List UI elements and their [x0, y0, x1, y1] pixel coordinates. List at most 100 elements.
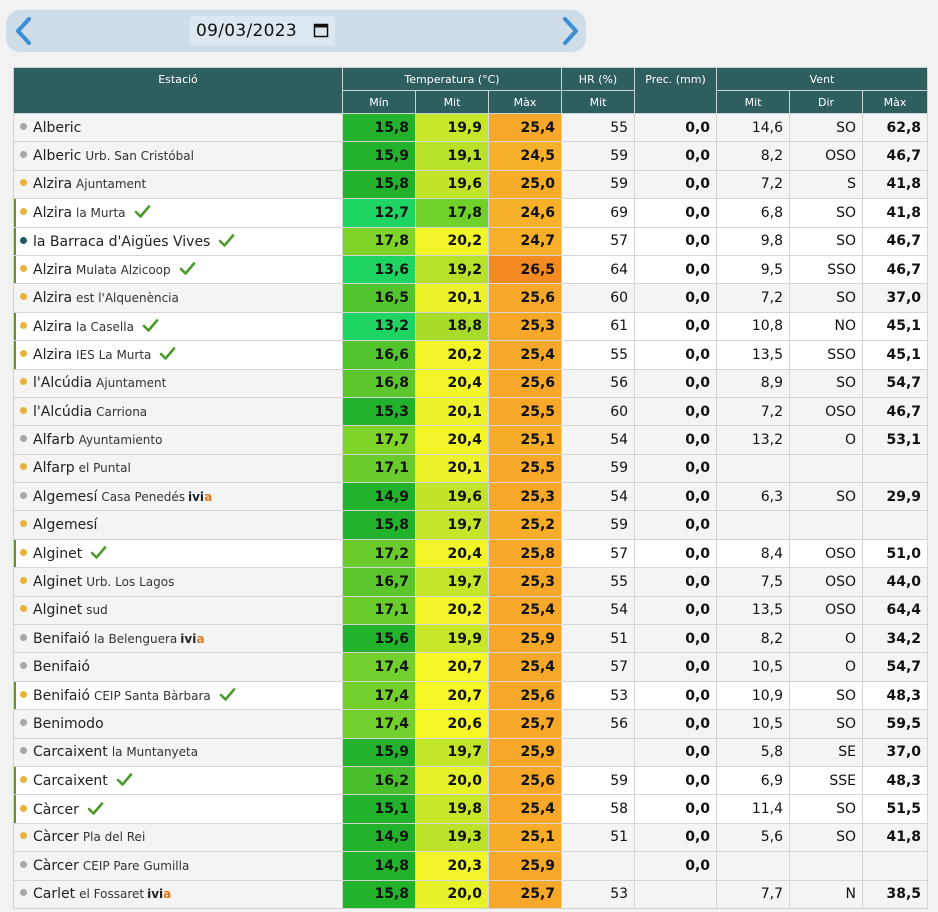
station-name[interactable]: Algemesí — [33, 488, 98, 505]
station-cell[interactable]: Benifaió la Belenguera ivia — [13, 624, 343, 654]
table-row[interactable]: Alzira IES La Murta 16,6 20,2 25,4 55 0,0 13,5 S… — [13, 340, 929, 370]
table-row[interactable]: Alzira est l'Alquenència 16,5 20,1 25,6 60 0,0… — [13, 283, 929, 313]
station-cell[interactable]: Carcaixent — [13, 765, 343, 796]
previous-day-button[interactable] — [8, 14, 38, 48]
station-cell[interactable]: Alfarp el Puntal — [13, 453, 343, 484]
station-name[interactable]: Benifaió — [33, 630, 90, 647]
station-name[interactable]: Benifaió — [33, 688, 90, 704]
table-row[interactable]: Carlet el Fossaret ivia 15,8 20,0 25,7 53 7,7 N 3… — [13, 879, 929, 909]
station-cell[interactable]: Benifaió — [13, 652, 343, 682]
station-name[interactable]: Alfarp — [33, 460, 75, 477]
wind-dir-cell: OSO — [789, 141, 864, 171]
prec-cell: 0,0 — [634, 311, 718, 342]
table-row[interactable]: Alzira Ajuntament 15,8 19,6 25,0 59 0,0 7,2 S 41,… — [13, 169, 929, 200]
station-cell[interactable]: Alzira Ajuntament — [13, 169, 343, 200]
station-cell[interactable]: Alginet Urb. Los Lagos — [13, 567, 343, 597]
calendar-icon[interactable] — [313, 22, 329, 38]
wind-mit-cell: 9,8 — [716, 226, 791, 256]
wind-max-cell: 45,1 — [862, 340, 929, 370]
station-name[interactable]: Alzira — [33, 262, 73, 279]
station-cell[interactable]: Benifaió CEIP Santa Bàrbara — [13, 680, 343, 711]
table-row[interactable]: Benifaió 17,4 20,7 25,4 57 0,0 10,5 O 54,7 — [13, 652, 929, 682]
station-name[interactable]: l'Alcúdia — [33, 375, 93, 392]
station-cell[interactable]: l'Alcúdia Carriona — [13, 396, 343, 427]
station-cell[interactable]: Algemesí Casa Penedés ivia — [13, 482, 343, 512]
station-cell[interactable]: Alginet — [13, 538, 343, 569]
station-name[interactable]: la Barraca d'Aigües Vives — [33, 233, 211, 250]
table-row[interactable]: Alfarp el Puntal 17,1 20,1 25,5 59 0,0 — [13, 453, 929, 484]
station-cell[interactable]: Benimodo — [13, 709, 343, 739]
checkmark-icon — [90, 546, 107, 559]
station-cell[interactable]: Alberic — [13, 112, 343, 143]
station-name[interactable]: Càrcer — [33, 829, 79, 846]
station-name[interactable]: Alfarb — [33, 431, 75, 448]
station-name[interactable]: Càrcer — [33, 857, 79, 874]
table-row[interactable]: Alzira la Murta 12,7 17,8 24,6 69 0,0 6,8 SO 41,8 — [13, 198, 929, 228]
table-row[interactable]: Alfarb Ayuntamiento 17,7 20,4 25,1 54 0,0 13,2 O… — [13, 425, 929, 455]
station-name[interactable]: Alzira — [33, 205, 73, 222]
station-location: CEIP Santa Bàrbara — [93, 689, 211, 703]
table-row[interactable]: la Barraca d'Aigües Vives 17,8 20,2 24,7 57 0… — [13, 226, 929, 256]
table-row[interactable]: Algemesí 15,8 19,7 25,2 59 0,0 — [13, 510, 929, 540]
station-cell[interactable]: Alfarb Ayuntamiento — [13, 425, 343, 455]
table-row[interactable]: Alginet 17,2 20,4 25,8 57 0,0 8,4 OSO 51,0 — [13, 538, 929, 569]
wind-mit-cell: 10,9 — [716, 680, 791, 711]
table-row[interactable]: Benimodo 17,4 20,6 25,7 56 0,0 10,5 SO 59,5 — [13, 709, 929, 739]
station-cell[interactable]: Alzira la Murta — [13, 198, 343, 228]
station-name[interactable]: Benifaió — [33, 659, 90, 676]
station-name[interactable]: Carcaixent — [33, 744, 108, 761]
station-cell[interactable]: Càrcer CEIP Pare Gumilla — [13, 851, 343, 881]
station-name[interactable]: Alzira — [33, 318, 73, 335]
station-name[interactable]: Alberic — [33, 148, 82, 165]
table-row[interactable]: Alginet sud 17,1 20,2 25,4 54 0,0 13,5 OSO 64,4 — [13, 595, 929, 626]
table-row[interactable]: Càrcer CEIP Pare Gumilla 14,8 20,3 25,9 0,0 — [13, 851, 929, 881]
station-name[interactable]: Benimodo — [33, 715, 104, 732]
table-row[interactable]: Càrcer 15,1 19,8 25,4 58 0,0 11,4 SO 51,5 — [13, 794, 929, 824]
table-row[interactable]: l'Alcúdia Ajuntament 16,8 20,4 25,6 56 0,0 8,9 S… — [13, 368, 929, 398]
station-cell[interactable]: Alginet sud — [13, 595, 343, 626]
station-cell[interactable]: l'Alcúdia Ajuntament — [13, 368, 343, 398]
station-cell[interactable]: Alzira la Casella — [13, 311, 343, 342]
station-cell[interactable]: Algemesí — [13, 510, 343, 540]
station-name[interactable]: Carcaixent — [33, 773, 108, 790]
table-row[interactable]: Benifaió la Belenguera ivia 15,6 19,9 25,9 51 0… — [13, 624, 929, 654]
station-name[interactable]: Alginet — [33, 546, 83, 563]
hr-mit-cell: 56 — [561, 709, 636, 739]
table-row[interactable]: Benifaió CEIP Santa Bàrbara 17,4 20,7 25,6 53… — [13, 680, 929, 711]
next-day-button[interactable] — [556, 14, 586, 48]
station-cell[interactable]: Carcaixent la Muntanyeta — [13, 737, 343, 767]
station-name[interactable]: Alzira — [33, 347, 73, 364]
table-row[interactable]: Alzira Mulata Alzicoop 13,6 19,2 26,5 64 0,0 9,… — [13, 254, 929, 285]
table-row[interactable]: Càrcer Pla del Rei 14,9 19,3 25,1 51 0,0 5,6 SO 4… — [13, 822, 929, 853]
station-cell[interactable]: Carlet el Fossaret ivia — [13, 879, 343, 909]
station-name[interactable]: Alzira — [33, 176, 73, 193]
table-row[interactable]: l'Alcúdia Carriona 15,3 20,1 25,5 60 0,0 7,2 OSO… — [13, 396, 929, 427]
table-row[interactable]: Alzira la Casella 13,2 18,8 25,3 61 0,0 10,8 NO 4… — [13, 311, 929, 342]
station-cell[interactable]: Càrcer — [13, 794, 343, 824]
station-name[interactable]: Algemesí — [33, 517, 98, 534]
status-dot-icon — [20, 605, 27, 613]
station-location: sud — [86, 603, 108, 618]
table-row[interactable]: Alginet Urb. Los Lagos 16,7 19,7 25,3 55 0,0 7,… — [13, 567, 929, 597]
table-row[interactable]: Carcaixent la Muntanyeta 15,9 19,7 25,9 0,0 5,… — [13, 737, 929, 767]
station-cell[interactable]: Alberic Urb. San Cristóbal — [13, 141, 343, 171]
station-cell[interactable]: Alzira IES La Murta — [13, 340, 343, 370]
station-name[interactable]: Alginet — [33, 573, 83, 590]
station-name[interactable]: l'Alcúdia — [33, 403, 93, 420]
station-cell[interactable]: Alzira est l'Alquenència — [13, 283, 343, 313]
station-name[interactable]: Alberic — [33, 119, 82, 136]
station-name[interactable]: Càrcer — [33, 801, 79, 818]
station-name[interactable]: Alzira — [33, 290, 73, 307]
station-cell[interactable]: Alzira Mulata Alzicoop — [13, 254, 343, 285]
station-name[interactable]: Alginet — [33, 602, 83, 619]
table-row[interactable]: Alberic 15,8 19,9 25,4 55 0,0 14,6 SO 62,8 — [13, 112, 929, 143]
temp-mit-cell: 19,2 — [415, 254, 489, 285]
station-cell[interactable]: Càrcer Pla del Rei — [13, 822, 343, 853]
header-temp-mit: Mit — [415, 90, 489, 114]
table-row[interactable]: Alberic Urb. San Cristóbal 15,9 19,1 24,5 59 0… — [13, 141, 929, 171]
station-name[interactable]: Carlet — [33, 886, 76, 903]
date-input[interactable]: 09/03/2023 — [190, 16, 335, 46]
station-cell[interactable]: la Barraca d'Aigües Vives — [13, 226, 343, 256]
table-row[interactable]: Algemesí Casa Penedés ivia 14,9 19,6 25,3 54 0,… — [13, 482, 929, 512]
table-row[interactable]: Carcaixent 16,2 20,0 25,6 59 0,0 6,9 SSE 48,3 — [13, 765, 929, 796]
